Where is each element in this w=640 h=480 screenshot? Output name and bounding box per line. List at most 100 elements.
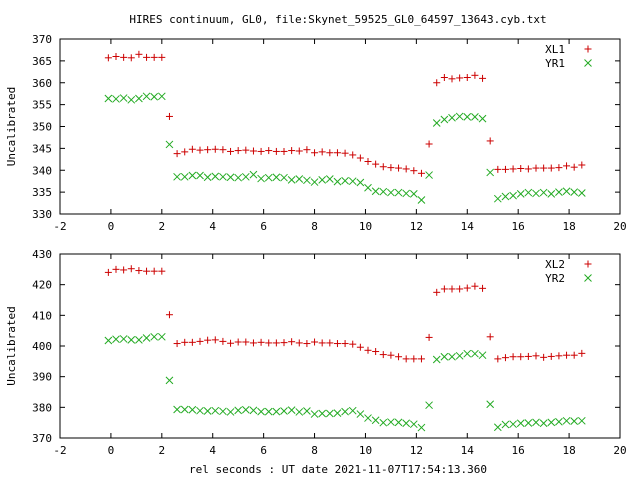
data-point xyxy=(486,400,495,409)
data-point xyxy=(242,338,250,346)
data-point xyxy=(257,338,265,346)
data-point xyxy=(203,173,212,182)
data-point xyxy=(562,187,571,196)
series-xl2 xyxy=(104,265,586,363)
data-point xyxy=(517,165,525,172)
data-point xyxy=(127,336,136,344)
data-point xyxy=(532,164,540,172)
data-point xyxy=(341,340,349,348)
data-point xyxy=(539,188,548,197)
data-point xyxy=(349,340,357,348)
data-point xyxy=(104,336,113,345)
data-point xyxy=(303,176,311,185)
data-point xyxy=(127,95,136,104)
x-tick-label: 10 xyxy=(359,220,372,233)
data-point xyxy=(173,150,181,158)
y-tick-label: 400 xyxy=(32,340,52,353)
x-tick-label: 12 xyxy=(410,220,423,233)
legend-label: YR1 xyxy=(545,57,565,70)
data-point xyxy=(257,174,265,183)
y-tick-label: 330 xyxy=(32,208,52,221)
data-point xyxy=(356,178,365,187)
data-point xyxy=(478,351,487,360)
data-point xyxy=(287,176,296,184)
data-point xyxy=(570,351,578,359)
data-point xyxy=(425,333,433,341)
data-point xyxy=(501,354,509,362)
y-tick-label: 410 xyxy=(32,309,52,322)
data-point xyxy=(555,164,563,172)
legend-marker xyxy=(584,45,592,53)
data-point xyxy=(501,165,509,173)
data-point xyxy=(471,71,479,79)
x-tick-label: 0 xyxy=(108,220,115,233)
data-point xyxy=(493,423,502,432)
x-tick-label: -2 xyxy=(53,220,66,233)
x-tick-label: 16 xyxy=(512,444,525,457)
data-point xyxy=(157,92,166,101)
x-tick-label: 2 xyxy=(159,220,166,233)
data-point xyxy=(524,165,532,173)
series-yr1 xyxy=(104,92,586,204)
y-tick-label: 380 xyxy=(32,401,52,414)
data-point xyxy=(478,114,487,123)
data-point xyxy=(196,337,204,345)
x-axis-label: rel seconds : UT date 2021-11-07T17:54:1… xyxy=(189,463,487,476)
x-tick-label: 14 xyxy=(461,444,475,457)
data-point xyxy=(211,172,220,181)
data-point xyxy=(272,339,280,347)
data-point xyxy=(219,146,227,154)
data-point xyxy=(242,146,250,154)
data-point xyxy=(257,407,265,416)
upper-panel: -2 0 2 4 6 8 10 12 14 16 18 20 330 335 340 345 350 355 360… xyxy=(5,33,627,233)
data-point xyxy=(280,173,288,182)
data-point xyxy=(173,172,181,181)
data-point xyxy=(501,420,510,429)
legend-label: YR2 xyxy=(545,272,565,285)
data-point xyxy=(387,188,395,197)
data-point xyxy=(387,164,395,172)
data-point xyxy=(181,338,189,346)
data-point xyxy=(463,74,471,81)
data-point xyxy=(196,146,204,154)
data-point xyxy=(325,175,334,183)
data-point xyxy=(379,418,388,427)
y-axis-label: Uncalibrated xyxy=(5,87,18,166)
legend-marker xyxy=(584,260,592,268)
data-point xyxy=(440,74,448,81)
data-point xyxy=(249,147,257,155)
data-point xyxy=(310,410,319,418)
chart-title: HIRES continuum, GL0, file:Skynet_59525_… xyxy=(129,13,546,26)
data-point xyxy=(326,149,334,157)
x-tick-label: 6 xyxy=(260,444,267,457)
data-point xyxy=(219,407,227,416)
data-point xyxy=(486,168,495,177)
data-point xyxy=(325,409,334,418)
data-point xyxy=(303,146,311,154)
data-point xyxy=(150,53,158,61)
data-point xyxy=(463,113,472,121)
data-point xyxy=(226,173,235,182)
data-point xyxy=(448,113,456,122)
x-tick-label: 20 xyxy=(613,444,626,457)
data-point xyxy=(265,147,273,155)
data-point xyxy=(241,405,250,414)
data-point xyxy=(364,158,372,165)
data-point xyxy=(456,285,464,293)
data-point xyxy=(196,171,204,180)
data-point xyxy=(120,53,128,61)
data-point xyxy=(158,53,166,61)
data-point xyxy=(303,340,311,348)
data-point xyxy=(532,418,540,427)
data-point xyxy=(555,417,563,426)
data-point xyxy=(417,355,425,363)
data-point xyxy=(211,145,219,153)
data-point xyxy=(104,94,113,103)
data-point xyxy=(127,265,135,273)
x-tick-label: 20 xyxy=(613,220,626,233)
y-tick-label: 345 xyxy=(32,142,52,155)
data-point xyxy=(410,167,418,175)
data-point xyxy=(562,416,571,425)
data-point xyxy=(471,349,479,358)
